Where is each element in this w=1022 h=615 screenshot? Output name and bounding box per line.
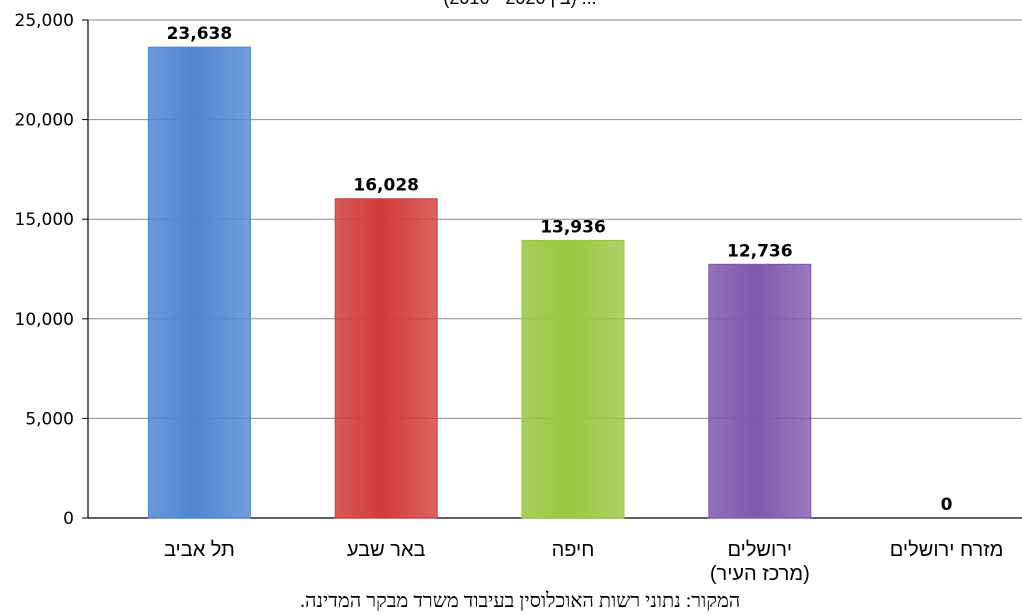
bar <box>708 263 812 519</box>
source-note: המקור: נתוני רשות האוכלוסין בעיבוד משרד … <box>300 590 741 612</box>
x-tick-label: חיפה <box>552 539 595 561</box>
y-tick-label: 25,000 <box>15 11 74 31</box>
x-tick-label: תל אביב <box>164 539 235 561</box>
bar <box>334 198 438 519</box>
data-label: 12,736 <box>727 241 793 261</box>
y-tick-label: 20,000 <box>15 111 74 131</box>
bars <box>147 46 812 519</box>
y-tick-label: 10,000 <box>15 310 74 330</box>
data-label: 13,936 <box>540 217 606 237</box>
chart-title: (2016 - 2020 בין) ... <box>443 0 596 8</box>
data-label: 23,638 <box>167 24 233 44</box>
data-label: 16,028 <box>353 176 419 196</box>
x-axis-labels: תל אביב באר שבע חיפה ירושלים(מרכז העיר) מזרח… <box>164 539 1003 585</box>
bar <box>521 239 625 519</box>
value-labels: 23,638 16,028 13,936 12,736 0 <box>167 24 953 515</box>
y-tick-label: 5,000 <box>25 409 74 429</box>
y-axis-ticks: 0 5,000 10,000 15,000 20,000 25,000 <box>15 11 88 529</box>
x-tick-label: (מרכז העיר) <box>710 563 810 585</box>
bar <box>147 46 251 519</box>
x-tick-label: מזרח ירושלים <box>890 539 1004 561</box>
y-tick-label: 0 <box>63 509 74 529</box>
y-tick-label: 15,000 <box>15 210 74 230</box>
x-tick-label: ירושלים <box>727 539 792 561</box>
data-label: 0 <box>941 495 953 515</box>
x-tick-label: באר שבע <box>347 539 426 561</box>
